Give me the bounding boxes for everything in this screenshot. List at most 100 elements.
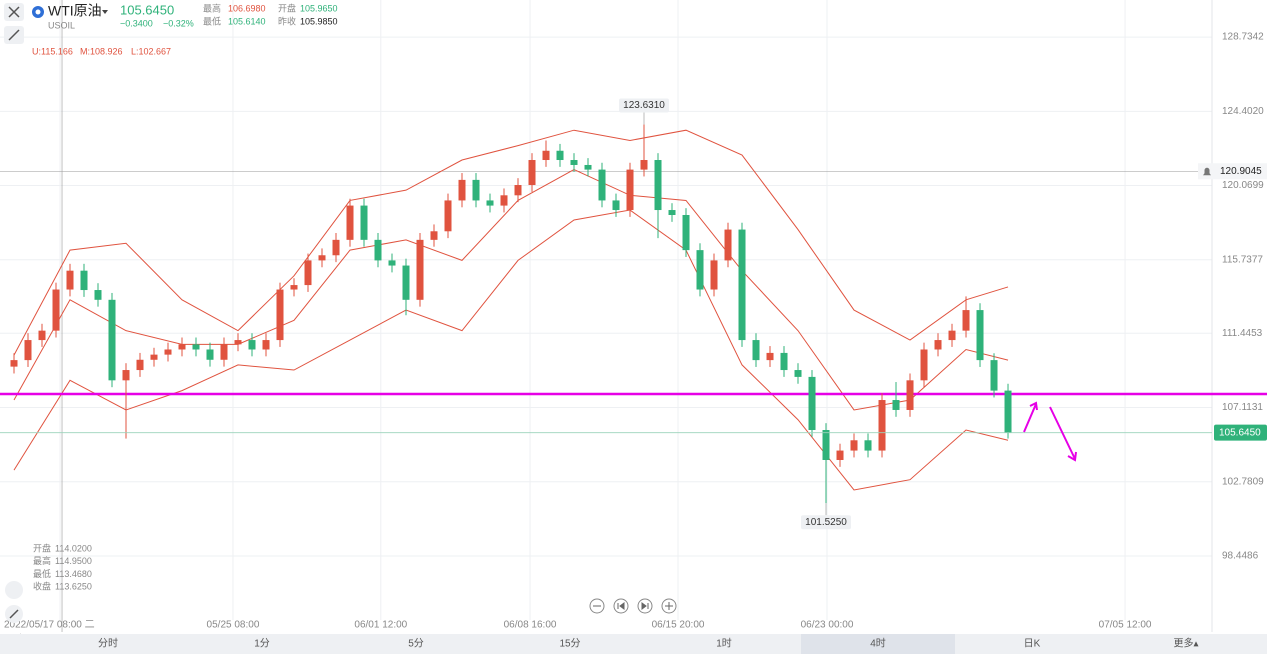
info-value: 114.0200: [55, 543, 92, 553]
stat-label: 最低: [203, 15, 221, 26]
candle-body: [626, 169, 634, 211]
icon: [641, 602, 649, 610]
draw-icon: [8, 29, 20, 41]
candle-body: [388, 260, 396, 266]
candle-body: [164, 349, 172, 355]
candle-body: [612, 200, 620, 211]
candle-body: [318, 255, 326, 261]
candle-body: [10, 360, 18, 367]
y-tick-label: 102.7809: [1222, 476, 1264, 487]
candle-body: [962, 310, 970, 331]
y-tick-label: 98.4486: [1222, 551, 1259, 562]
arrow-up: [1023, 401, 1038, 433]
candle-body: [570, 160, 578, 165]
change: −0.3400: [120, 18, 153, 28]
x-tick-label: 06/01 12:00: [354, 620, 407, 631]
candle-body: [724, 229, 732, 261]
candle-body: [780, 352, 788, 371]
icon: [617, 602, 625, 610]
extreme-bg: [801, 515, 852, 530]
candle-body: [1004, 390, 1012, 433]
candle-body: [52, 289, 60, 331]
tab[interactable]: 1时: [716, 638, 732, 650]
candle-body: [262, 340, 270, 350]
bollinger-lower: [13, 209, 1009, 491]
stat-value: 106.6980: [228, 3, 266, 13]
candle-body: [416, 239, 424, 300]
candle-body: [906, 380, 914, 410]
candle-body: [920, 349, 928, 381]
candle-body: [248, 340, 256, 350]
candle-body: [640, 160, 648, 170]
tab[interactable]: 15分: [559, 638, 580, 650]
candle-body: [976, 310, 984, 361]
tab[interactable]: 1分: [254, 638, 270, 650]
info-value: 113.6250: [55, 581, 92, 591]
header: WTI原油 USOIL 105.6450 −0.3400 −0.32% 最高 1…: [32, 2, 338, 56]
candle-body: [220, 344, 228, 360]
info-label: 开盘: [33, 542, 51, 553]
candle-body: [514, 185, 522, 196]
candle-body: [374, 239, 382, 261]
candle-body: [234, 340, 242, 345]
y-tick-label: 124.4020: [1222, 106, 1264, 117]
candle-body: [738, 229, 746, 341]
candle-body: [304, 260, 312, 286]
extreme-bg: [619, 98, 670, 113]
candle-body: [948, 330, 956, 341]
bb-info: L:102.667: [131, 46, 171, 56]
tool-button[interactable]: [5, 581, 23, 599]
candle-body: [556, 150, 564, 161]
candle-body: [500, 195, 508, 206]
tab-bar: 分时 1分 5分 15分 1时 4时 日K 更多▴: [0, 634, 1267, 654]
last-price-bg: [1214, 424, 1267, 441]
candle-body: [822, 430, 830, 460]
tab[interactable]: 5分: [408, 638, 424, 650]
crosshair-label-bg: [1198, 163, 1267, 180]
candle-body: [108, 299, 116, 381]
tab[interactable]: 日K: [1024, 639, 1041, 650]
candle-body: [66, 270, 74, 290]
candle-body: [892, 400, 900, 410]
tab[interactable]: 更多▴: [1173, 637, 1198, 650]
crosshair-label: 120.9045: [1220, 166, 1262, 177]
arrow-down: [1049, 406, 1077, 462]
candle-body: [150, 354, 158, 360]
y-tick-label: 111.4453: [1222, 328, 1263, 339]
candle-body: [444, 200, 452, 232]
toolbar: [4, 3, 1077, 644]
bollinger-upper: [13, 129, 1009, 356]
candle-body: [794, 370, 802, 377]
candle-body: [752, 340, 760, 361]
candle-body: [402, 265, 410, 300]
candle-body: [192, 344, 200, 350]
pen-icon: [9, 609, 19, 619]
price: 105.6450: [120, 2, 174, 17]
close-icon: [8, 6, 20, 18]
candle-body: [990, 360, 998, 391]
instrument-name[interactable]: WTI原油: [48, 3, 102, 19]
candle-body: [486, 200, 494, 206]
extreme-label: 123.6310: [623, 100, 665, 111]
candle-body: [24, 340, 32, 361]
candle-body: [290, 285, 298, 290]
candle-body: [80, 270, 88, 291]
change-pct: −0.32%: [163, 18, 194, 28]
candle-body: [808, 376, 816, 431]
candle-body: [668, 210, 676, 216]
tab-bar-bg: [0, 634, 1267, 654]
logo-dot: [35, 9, 41, 15]
tab[interactable]: 4时: [870, 638, 886, 650]
plus: [665, 602, 673, 610]
candle-body: [360, 205, 368, 240]
info-label: 最高: [33, 555, 51, 566]
candle-body: [766, 352, 774, 361]
dropdown[interactable]: [102, 10, 108, 14]
extreme-label: 101.5250: [805, 517, 847, 528]
candle-body: [850, 440, 858, 451]
candle-body: [682, 215, 690, 251]
x-tick-label: 06/08 16:00: [504, 620, 557, 631]
info-value: 114.9500: [55, 556, 92, 566]
tab[interactable]: 分时: [98, 638, 118, 650]
